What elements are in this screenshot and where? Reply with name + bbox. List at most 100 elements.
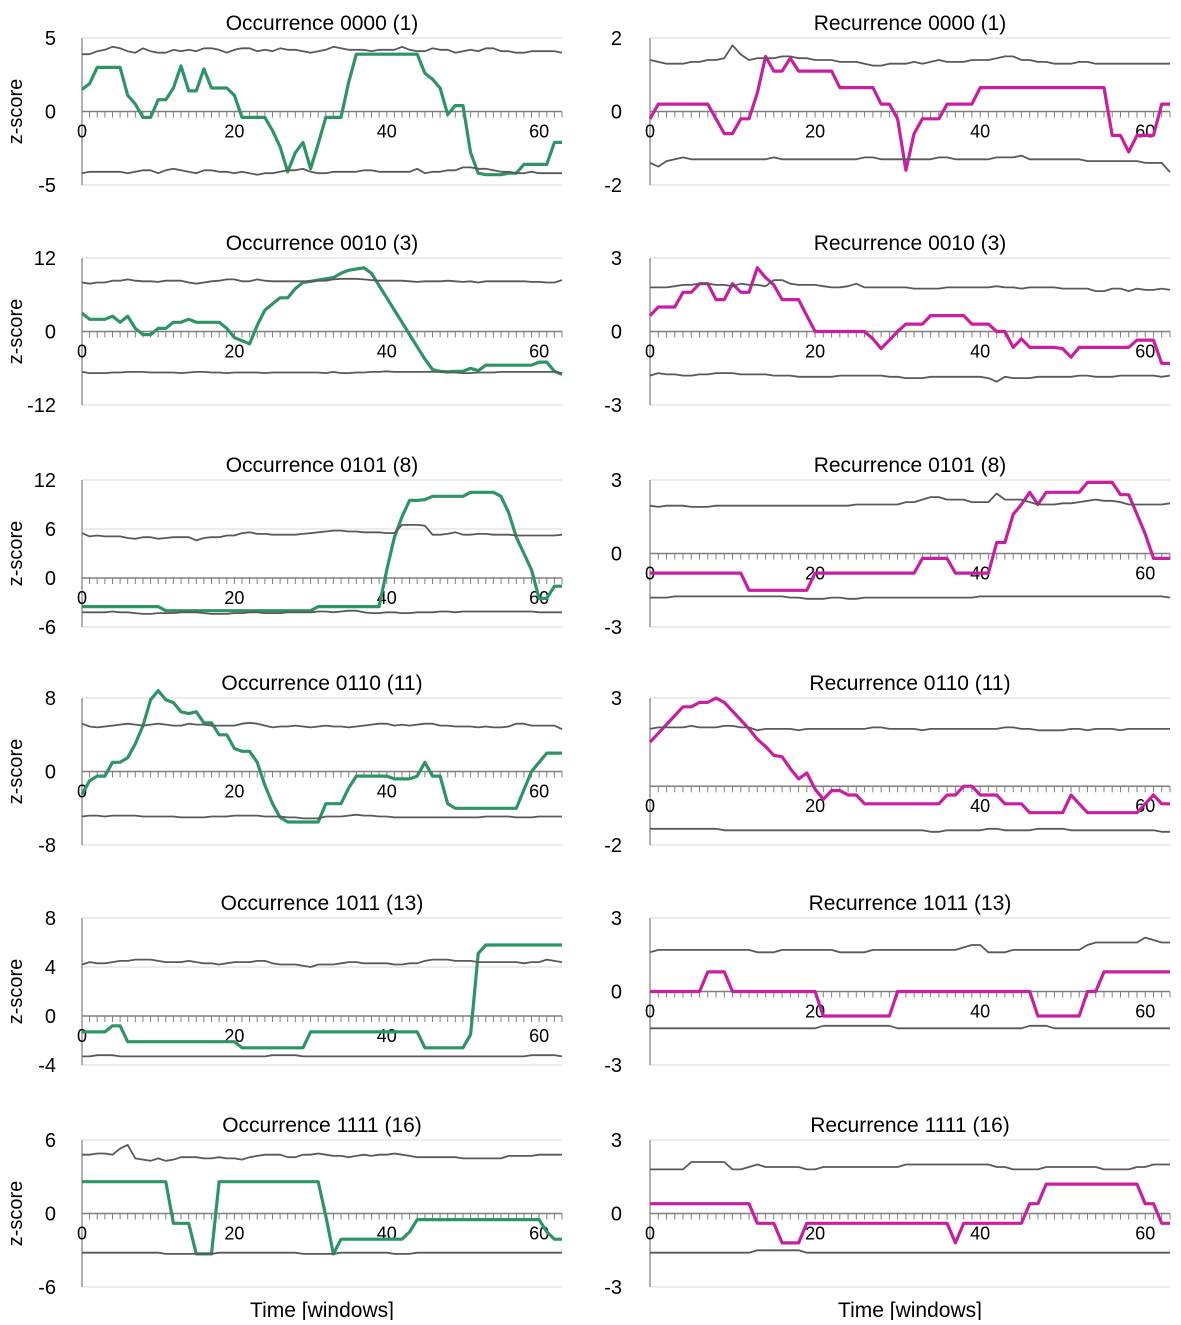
chart-title: Recurrence 1111 (16) bbox=[810, 1114, 1010, 1137]
y-tick-label: -6 bbox=[38, 617, 56, 639]
series-line-lower bbox=[649, 154, 1171, 173]
series-line-upper bbox=[81, 524, 563, 542]
y-tick-label: 0 bbox=[45, 102, 56, 124]
x-tick-label: 60 bbox=[529, 782, 549, 802]
y-tick-label: 8 bbox=[45, 908, 56, 930]
x-axis-minor-ticks bbox=[81, 771, 563, 778]
y-tick-label: 3 bbox=[611, 470, 622, 492]
x-tick-label: 40 bbox=[377, 1026, 397, 1046]
x-tick-label: 40 bbox=[377, 342, 397, 362]
x-axis-minor-ticks bbox=[81, 1016, 563, 1022]
y-axis-label: z-score bbox=[5, 79, 27, 145]
y-tick-label: 2 bbox=[611, 28, 622, 50]
x-tick-label: 40 bbox=[970, 1002, 990, 1022]
x-tick-label: 20 bbox=[224, 1224, 244, 1244]
chart-title: Recurrence 1011 (13) bbox=[809, 892, 1012, 915]
x-tick-label: 60 bbox=[1135, 1002, 1155, 1022]
x-axis-minor-ticks bbox=[649, 111, 1171, 118]
x-tick-label: 60 bbox=[529, 342, 549, 362]
x-axis-minor-ticks bbox=[649, 553, 1171, 560]
series-line-signal bbox=[80, 266, 563, 376]
series-line-signal bbox=[80, 688, 562, 824]
x-tick-label: 40 bbox=[377, 782, 397, 802]
x-tick-label: 0 bbox=[77, 122, 87, 142]
series-line-upper bbox=[81, 721, 563, 731]
series-line-lower bbox=[82, 609, 562, 615]
series-line-signal bbox=[82, 943, 562, 1050]
series-line-lower bbox=[650, 1024, 1170, 1030]
x-tick-label: 20 bbox=[805, 796, 825, 816]
y-tick-label: 0 bbox=[45, 568, 56, 590]
x-tick-label: 20 bbox=[224, 588, 244, 608]
series-line-signal bbox=[650, 1182, 1170, 1245]
y-axis-label: z-score bbox=[5, 1181, 27, 1247]
panel-occurrence-1: 12 0 -12 0 20 40 60 Occurrence 0010 (3) z-score bbox=[5, 232, 563, 417]
y-tick-label: 8 bbox=[45, 688, 56, 710]
x-tick-label: 0 bbox=[645, 342, 655, 362]
chart-title: Recurrence 0101 (8) bbox=[814, 454, 1007, 477]
x-axis-label: Time [windows] bbox=[838, 1299, 982, 1320]
chart-title: Recurrence 0110 (11) bbox=[809, 672, 1010, 695]
chart-title: Recurrence 0000 (1) bbox=[814, 12, 1007, 35]
chart-title: Occurrence 0010 (3) bbox=[226, 232, 419, 255]
series-line-lower bbox=[81, 813, 562, 820]
y-axis-label: z-score bbox=[5, 521, 27, 587]
chart-title: Occurrence 0101 (8) bbox=[226, 454, 419, 477]
x-axis-minor-ticks bbox=[649, 331, 1171, 338]
x-tick-label: 60 bbox=[1135, 1224, 1155, 1244]
y-axis-label: z-score bbox=[5, 959, 27, 1025]
x-tick-label: 20 bbox=[805, 342, 825, 362]
x-tick-label: 60 bbox=[1135, 564, 1155, 584]
chart-title: Occurrence 1011 (13) bbox=[221, 892, 424, 915]
x-tick-label: 40 bbox=[377, 122, 397, 142]
panel-recurrence-5: 3 0 -3 0 20 40 60 Recurrence 1111 (16) Time [win… bbox=[604, 1114, 1171, 1322]
series-line-upper bbox=[81, 277, 563, 285]
x-tick-label: 60 bbox=[529, 1224, 549, 1244]
series-line-lower bbox=[650, 827, 1170, 833]
x-tick-label: 20 bbox=[805, 122, 825, 142]
x-tick-label: 0 bbox=[77, 588, 87, 608]
y-tick-label: -3 bbox=[604, 1055, 622, 1077]
chart-title: Occurrence 1111 (16) bbox=[222, 1114, 422, 1137]
x-axis-minor-ticks bbox=[81, 331, 563, 338]
y-tick-label: -8 bbox=[38, 835, 56, 857]
series-line-signal bbox=[650, 480, 1170, 592]
x-axis-label: Time [windows] bbox=[250, 1299, 394, 1320]
series-line-lower bbox=[650, 595, 1171, 600]
series-line-upper bbox=[649, 44, 1170, 67]
y-tick-label: -5 bbox=[38, 175, 56, 197]
x-tick-label: 60 bbox=[1135, 342, 1155, 362]
x-tick-label: 20 bbox=[224, 342, 244, 362]
y-tick-label: 6 bbox=[45, 519, 56, 541]
chart-title: Occurrence 0110 (11) bbox=[221, 672, 422, 695]
y-tick-label: -2 bbox=[604, 175, 622, 197]
series-line-upper bbox=[650, 1161, 1170, 1171]
x-axis-minor-ticks bbox=[649, 786, 1171, 793]
y-tick-label: 3 bbox=[611, 688, 622, 710]
series-line-signal bbox=[648, 266, 1170, 365]
series-line-signal bbox=[82, 1180, 562, 1256]
y-tick-label: -3 bbox=[604, 395, 622, 417]
series-line-lower bbox=[82, 1054, 563, 1058]
x-tick-label: 60 bbox=[529, 122, 549, 142]
series-line-upper bbox=[649, 492, 1171, 508]
y-axis-label: z-score bbox=[5, 739, 27, 805]
y-tick-label: 0 bbox=[611, 322, 622, 344]
y-tick-label: -2 bbox=[604, 835, 622, 857]
series-line-lower bbox=[81, 370, 563, 375]
x-tick-label: 0 bbox=[77, 1026, 87, 1046]
y-tick-label: 0 bbox=[611, 102, 622, 124]
y-tick-label: 6 bbox=[45, 1130, 56, 1152]
y-tick-label: -4 bbox=[38, 1055, 56, 1077]
x-tick-label: 0 bbox=[77, 342, 87, 362]
y-tick-label: 3 bbox=[611, 1130, 622, 1152]
y-tick-label: 0 bbox=[45, 322, 56, 344]
series-line-lower bbox=[650, 1249, 1170, 1254]
